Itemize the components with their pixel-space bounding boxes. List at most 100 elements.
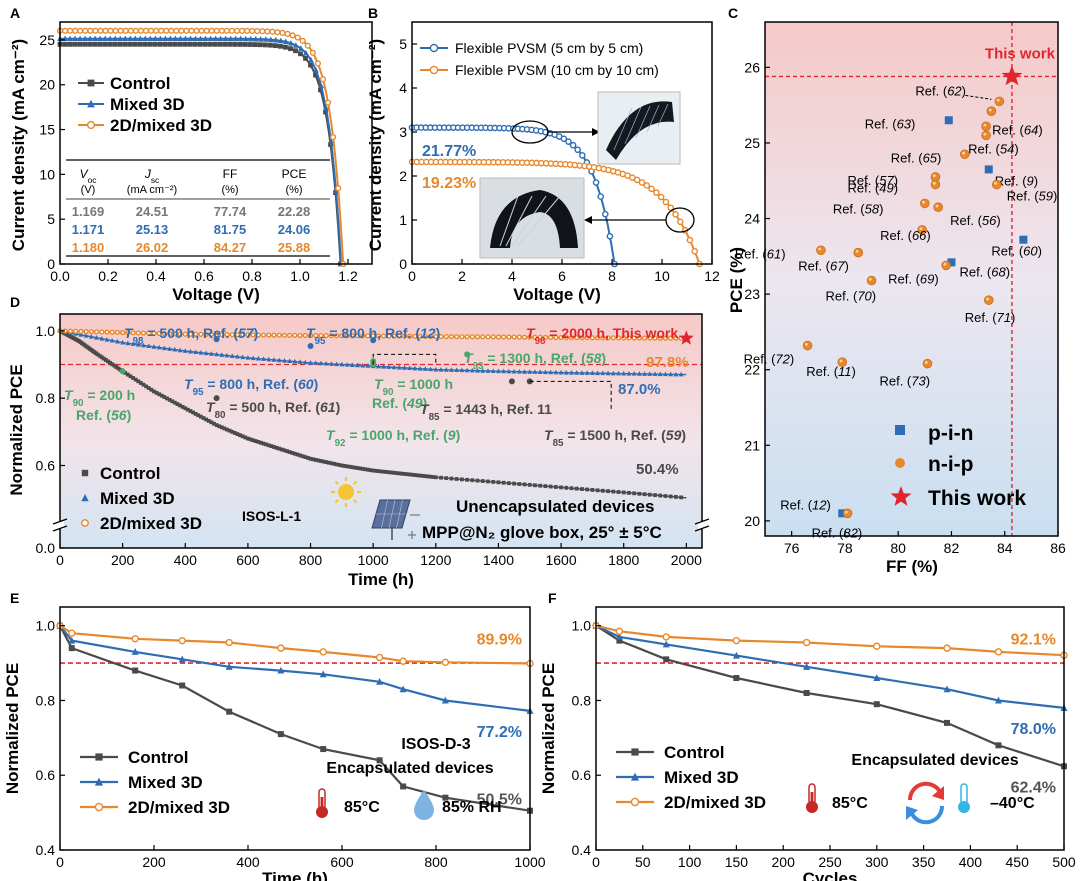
stability-marker <box>334 462 339 467</box>
jv-marker <box>638 179 646 186</box>
stability-marker <box>321 459 326 464</box>
stability-marker <box>318 333 324 339</box>
stability-marker <box>282 448 287 453</box>
jv-marker <box>82 41 88 47</box>
module-photo <box>597 91 681 165</box>
stability-marker <box>209 420 214 425</box>
stability-marker <box>485 334 491 340</box>
stability-marker <box>438 366 444 372</box>
panel-letter: E <box>10 590 19 606</box>
jv-marker <box>217 35 224 42</box>
label-part: T <box>420 401 430 417</box>
stability-marker <box>417 366 423 371</box>
stability-marker <box>136 379 141 384</box>
stability-marker <box>415 473 420 478</box>
jv-marker <box>197 41 203 47</box>
stability-marker <box>418 473 423 478</box>
legend-marker <box>630 772 640 781</box>
nip-point-shine <box>988 108 992 112</box>
stability-marker <box>399 657 407 665</box>
label-part: ) <box>1034 173 1038 188</box>
jv-marker <box>182 35 189 42</box>
label-part: 71 <box>997 310 1011 325</box>
jv-marker <box>177 35 184 42</box>
label-part: T <box>206 399 216 415</box>
stability-marker <box>569 486 574 491</box>
stability-marker <box>501 368 507 374</box>
stability-marker <box>662 640 670 648</box>
x-tick-label: 100 <box>678 854 702 870</box>
stability-marker <box>428 366 433 372</box>
sun-ray <box>353 499 358 504</box>
stability-marker <box>339 361 345 367</box>
jv-marker <box>72 35 78 42</box>
label-part: V <box>80 167 89 181</box>
stability-marker <box>433 333 439 340</box>
x-tick-label: 1000 <box>358 552 389 568</box>
end-label: 87.0% <box>618 381 661 398</box>
x-tick-label: 0.8 <box>242 268 262 284</box>
stability-marker <box>994 648 1003 656</box>
jv-marker <box>686 236 694 244</box>
stability-marker <box>480 334 486 340</box>
nip-point-shine <box>935 204 939 208</box>
stability-marker <box>287 358 293 364</box>
jv-marker <box>152 41 158 47</box>
stability-marker <box>282 358 287 363</box>
label-part: 73 <box>911 374 926 389</box>
ref-label: Ref. (67) <box>798 259 849 274</box>
ref-label: Ref. (11) <box>806 364 856 379</box>
x-axis-label: Voltage (V) <box>172 285 260 304</box>
ref-label: Ref. (57) <box>847 173 898 188</box>
stability-marker <box>208 331 214 338</box>
stability-marker <box>146 330 152 336</box>
stability-marker <box>444 476 449 481</box>
stability-marker <box>188 348 193 354</box>
stability-marker <box>154 390 159 395</box>
y-axis-label: PCE (%) <box>727 247 746 313</box>
stability-marker <box>324 460 329 465</box>
stability-marker <box>537 334 543 340</box>
legend-label: Control <box>128 748 188 767</box>
stability-marker <box>610 370 616 376</box>
stability-marker <box>271 332 277 338</box>
stability-marker <box>302 359 308 365</box>
stability-marker <box>391 364 397 370</box>
stability-marker <box>170 399 175 404</box>
plot-frame <box>764 21 1059 537</box>
stability-marker <box>208 351 214 356</box>
stability-marker <box>229 353 235 358</box>
stability-marker <box>222 426 227 431</box>
stability-marker <box>78 328 84 334</box>
table-header: Voc <box>80 167 97 185</box>
photo-line <box>499 195 519 247</box>
label-part: T <box>64 387 74 403</box>
stability-marker <box>355 466 360 470</box>
nip-point-shine <box>922 200 926 204</box>
table-cell: 84.27 <box>214 240 247 255</box>
panel-letter: D <box>10 294 20 310</box>
legend-label: This work <box>928 487 1026 510</box>
condition-label: MPP@N₂ glove box, 25° ± 5°C <box>422 523 662 542</box>
stability-marker <box>193 411 198 416</box>
stability-marker <box>642 371 647 376</box>
label-part: ) <box>781 246 785 261</box>
stability-marker <box>441 696 449 704</box>
stability-marker <box>308 360 313 365</box>
jv-marker <box>208 27 215 34</box>
stability-marker <box>413 473 417 477</box>
y-tick-label: 5 <box>399 36 407 52</box>
stability-marker <box>120 339 126 345</box>
stability-marker <box>182 348 188 353</box>
stability-marker <box>360 362 366 368</box>
stability-marker <box>486 479 490 484</box>
jv-marker <box>313 72 318 78</box>
cycle-arc <box>910 805 945 825</box>
label-part: ) <box>423 395 428 411</box>
stability-marker <box>226 708 233 715</box>
stability-marker <box>600 335 606 341</box>
jv-marker <box>314 60 322 67</box>
stability-marker <box>329 361 334 366</box>
stability-marker <box>559 485 563 490</box>
nip-point-shine <box>805 342 808 346</box>
